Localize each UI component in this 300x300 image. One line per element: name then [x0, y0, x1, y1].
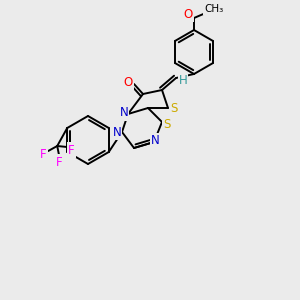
Text: N: N	[112, 125, 122, 139]
Text: S: S	[163, 118, 171, 130]
Text: F: F	[68, 143, 74, 157]
Text: S: S	[170, 101, 178, 115]
Text: F: F	[40, 148, 46, 160]
Text: H: H	[178, 74, 188, 86]
Text: O: O	[183, 8, 193, 20]
Text: CH₃: CH₃	[204, 4, 224, 14]
Text: N: N	[120, 106, 128, 119]
Text: F: F	[56, 155, 62, 169]
Text: O: O	[123, 76, 133, 88]
Text: N: N	[151, 134, 159, 148]
